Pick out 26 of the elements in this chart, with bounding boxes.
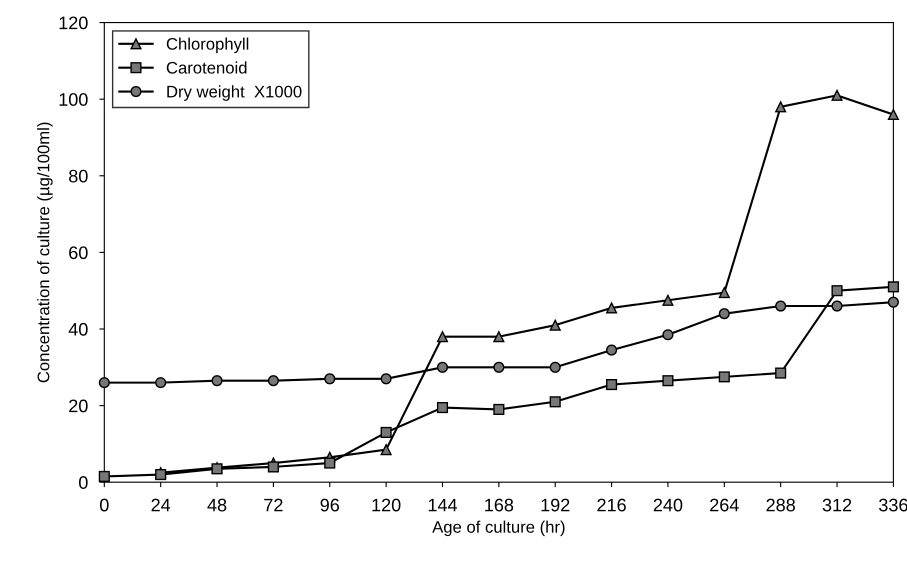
x-tick-label: 168 — [485, 498, 514, 512]
x-tick-label: 216 — [597, 498, 626, 512]
x-tick-label: 288 — [766, 498, 795, 512]
x-tick-label: 0 — [100, 498, 109, 512]
y-tick-label: 100 — [60, 93, 88, 106]
y-tick-label: 20 — [69, 400, 88, 412]
y-tick-label: 40 — [68, 322, 88, 336]
x-tick-label: 264 — [710, 498, 739, 512]
x-tick-label: 48 — [207, 498, 226, 512]
y-tick-label: 60 — [69, 246, 88, 260]
x-tick-label: 144 — [428, 498, 458, 512]
y-axis-title: Concentration of culture (µg/100ml) — [37, 122, 53, 382]
x-tick-label: 120 — [372, 498, 400, 512]
x-axis-title: Age of culture (hr) — [432, 520, 565, 536]
legend-label: Carotenoid — [166, 61, 246, 74]
x-tick-label: 192 — [542, 498, 570, 512]
x-tick-label: 240 — [654, 498, 682, 512]
legend-label: Dry weight X1000 — [167, 85, 302, 101]
y-tick-label: 80 — [69, 170, 88, 182]
x-tick-label: 72 — [264, 498, 283, 512]
y-tick-label: 0 — [78, 476, 88, 489]
x-tick-label: 96 — [320, 498, 340, 512]
legend-label: Chlorophyll — [166, 38, 248, 54]
y-tick-label: 120 — [60, 16, 88, 30]
x-tick-label: 24 — [152, 498, 170, 512]
x-tick-label: 312 — [822, 498, 852, 512]
